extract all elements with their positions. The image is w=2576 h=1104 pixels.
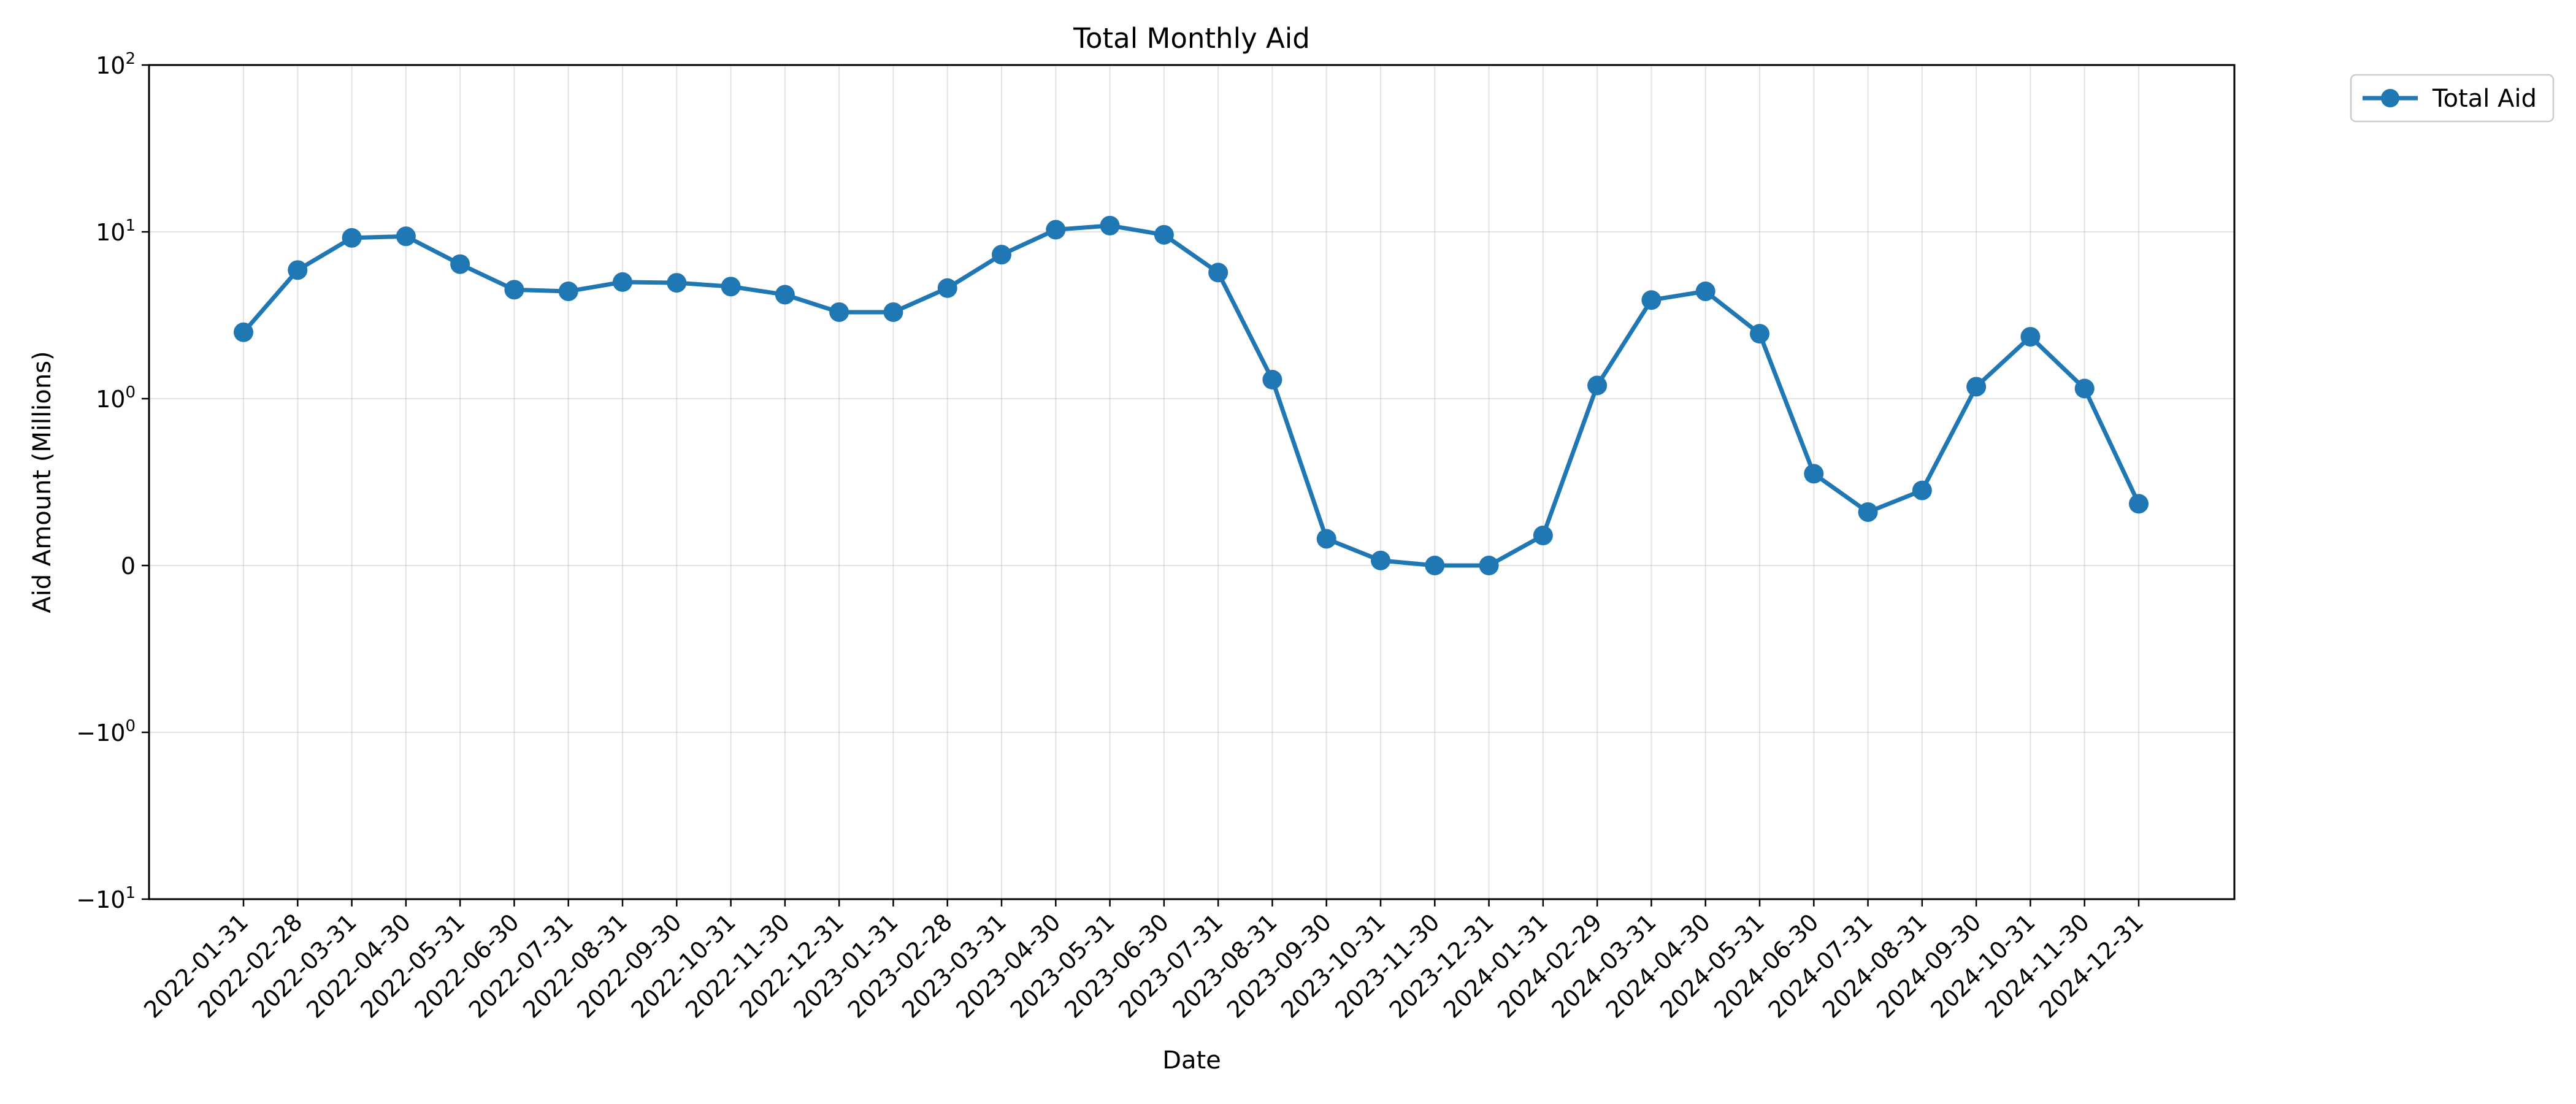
data-point [1046,220,1066,240]
grid-lines [149,64,2234,900]
data-point [883,302,903,322]
data-point [1587,375,1608,396]
y-tick-label: 101 [96,217,136,246]
y-tick-label: −101 [76,884,136,913]
data-point [1208,263,1229,283]
data-point [1479,556,1499,575]
data-point [667,273,687,293]
data-point [558,281,578,301]
data-point [288,260,308,280]
y-tick-label: 0 [121,553,136,580]
data-point [396,226,416,247]
data-point [1262,370,1282,390]
data-point [1966,377,1987,397]
data-point [1154,224,1174,245]
data-point [613,272,632,292]
data-point [992,245,1011,265]
data-point [2129,494,2149,514]
series-line-total-aid [241,223,2141,568]
data-point [1371,550,1390,570]
data-point [2020,327,2041,347]
data-point [1804,464,1824,484]
data-point [2074,378,2095,399]
data-point [1316,529,1336,549]
x-axis-label: Date [1162,1046,1221,1075]
data-point [775,285,795,305]
data-point [721,277,741,297]
chart-title: Total Monthly Aid [1073,22,1310,55]
plot-area: 2022-01-312022-02-282022-03-312022-04-30… [76,50,2236,1024]
series-layer [234,215,2149,575]
data-point [1750,324,1769,344]
y-tick-label: −100 [76,717,136,746]
legend-box [2350,74,2555,123]
data-point [234,322,253,342]
legend-dot-marker [2381,89,2399,107]
y-tick-label: 102 [96,50,136,79]
data-point [1695,281,1715,301]
y-tick-label: 100 [96,383,136,413]
data-point [504,280,524,300]
data-point [1533,526,1553,546]
data-point [829,302,849,322]
data-point [1100,215,1120,236]
data-point [450,254,470,274]
legend-label-total-aid: Total Aid [2432,85,2537,113]
data-point [1912,480,1932,500]
data-point [1425,556,1445,575]
legend: Total Aid [2350,74,2555,123]
data-point [1858,502,1878,522]
data-point [342,228,362,248]
data-point [937,278,957,298]
data-point [1641,290,1662,310]
y-axis-label: Aid Amount (Millions) [28,351,56,613]
plot-frame [148,64,2236,900]
axis-ticks: 2022-01-312022-02-282022-03-312022-04-30… [76,50,2149,1024]
